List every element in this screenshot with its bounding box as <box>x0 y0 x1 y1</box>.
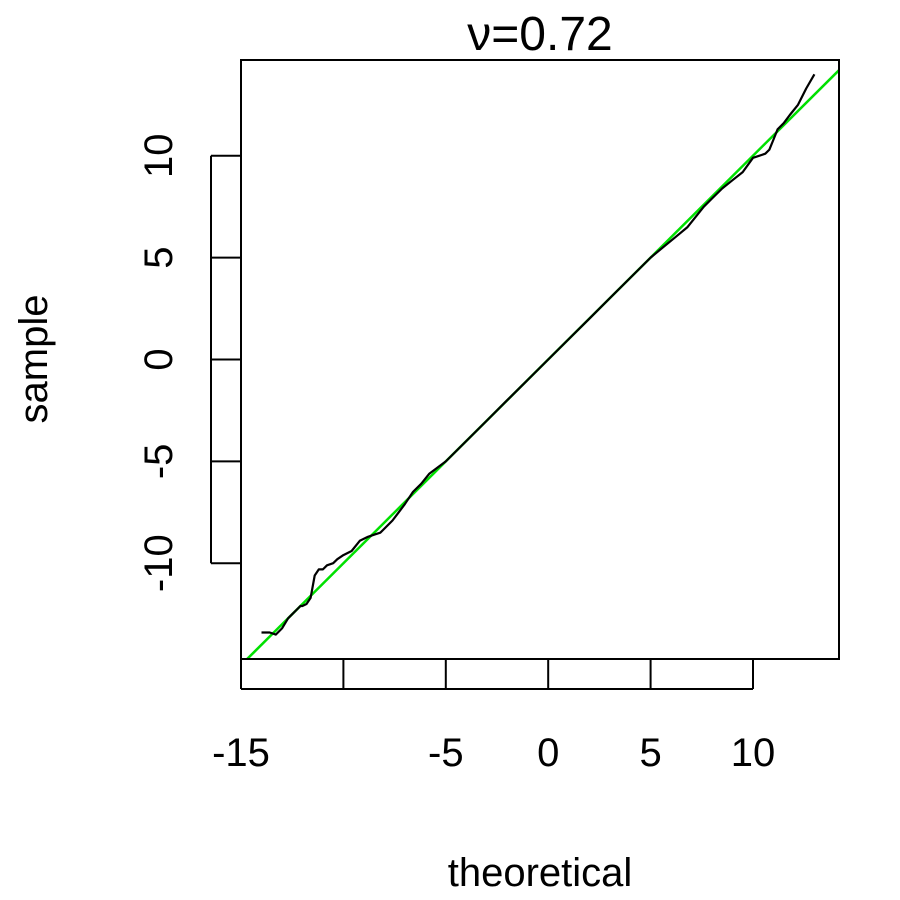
x-axis-title: theoretical <box>448 851 633 895</box>
x-tick-label: 0 <box>537 731 559 775</box>
y-tick-label: -5 <box>137 444 181 480</box>
y-tick-label: 0 <box>137 348 181 370</box>
plot-frame <box>240 59 840 660</box>
x-tick-label: 5 <box>639 731 661 775</box>
y-tick-label: 5 <box>137 246 181 268</box>
y-axis: -10 -5 0 5 10 <box>137 134 241 592</box>
x-tick-label: -15 <box>212 731 270 775</box>
chart-title: ν=0.72 <box>467 8 612 61</box>
x-tick-label: -5 <box>428 731 464 775</box>
y-tick-label: 10 <box>137 134 181 179</box>
sample-quantile-line <box>261 73 816 636</box>
x-tick-label: 10 <box>731 731 776 775</box>
plot-region <box>245 69 839 659</box>
y-axis-title: sample <box>12 295 56 424</box>
y-tick-label: -10 <box>137 534 181 592</box>
x-axis: -15 -5 0 5 10 <box>212 659 775 775</box>
